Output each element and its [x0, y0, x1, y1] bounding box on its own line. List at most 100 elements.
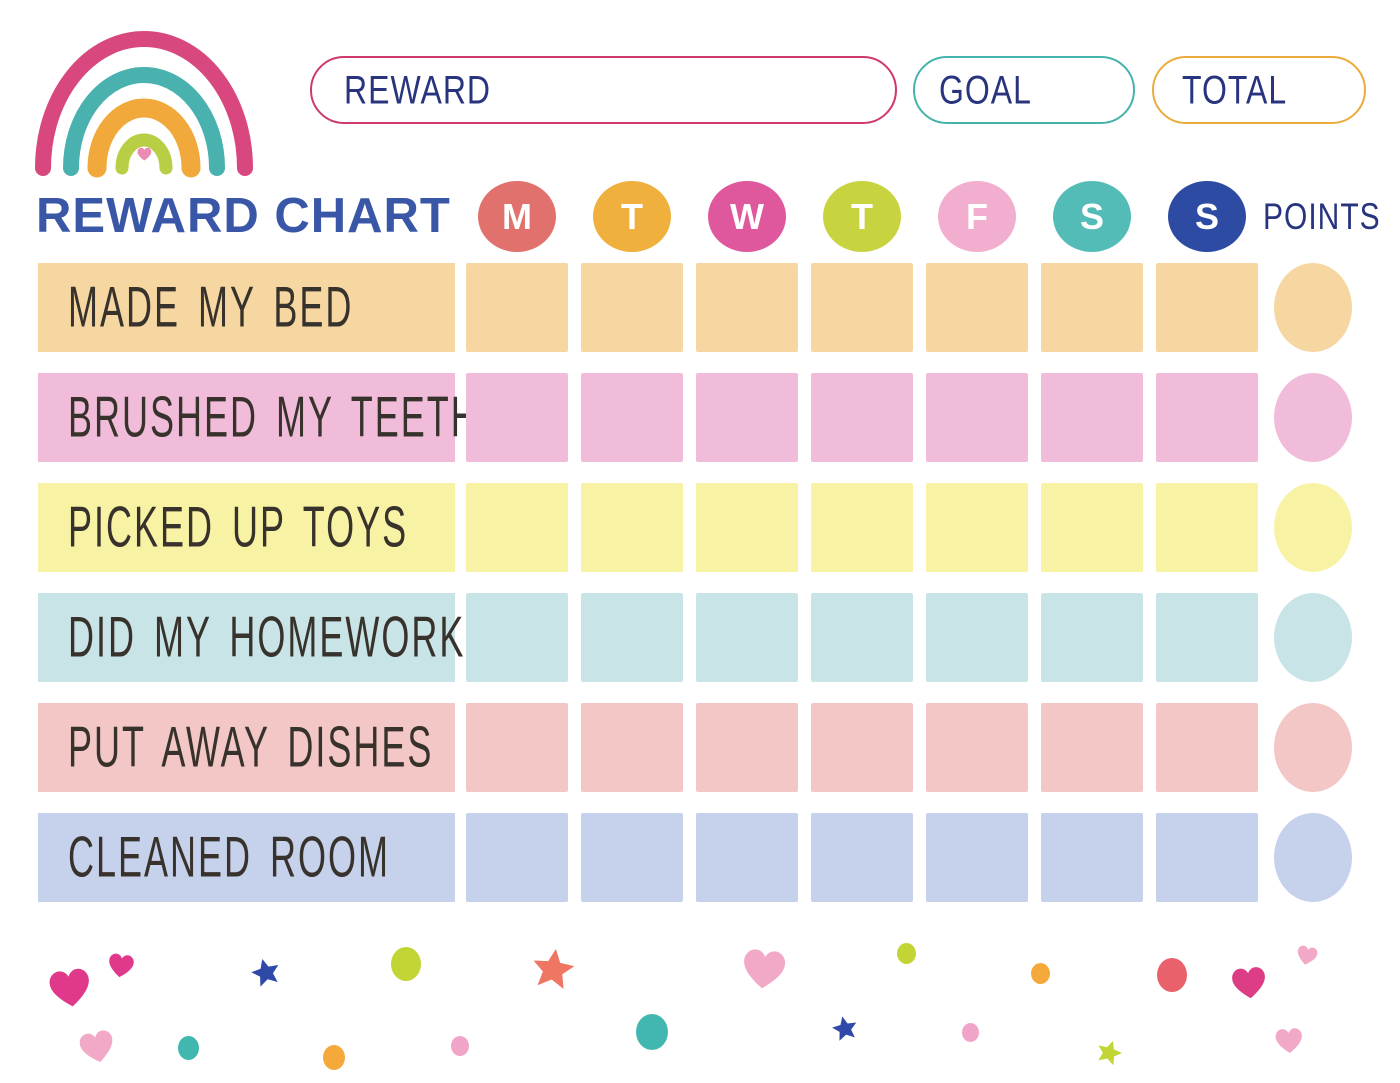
total-field-label: TOTAL — [1182, 66, 1288, 112]
cell-row4-day6[interactable] — [1156, 703, 1258, 792]
cell-row5-day2[interactable] — [696, 813, 798, 902]
cell-row5-day1[interactable] — [581, 813, 683, 902]
rainbow-logo — [35, 31, 253, 178]
day-letter: S — [1079, 195, 1104, 237]
day-letter: S — [1194, 195, 1219, 237]
cell-row3-day6[interactable] — [1156, 593, 1258, 682]
dot-decoration — [451, 1036, 469, 1056]
dot-decoration — [177, 1035, 199, 1060]
day-letter: T — [621, 195, 643, 237]
task-label-row-4: PUT AWAY DISHES — [38, 703, 455, 792]
day-circle-6: S — [1168, 181, 1246, 252]
cell-row5-day3[interactable] — [811, 813, 913, 902]
task-text: BRUSHED MY TEETH — [68, 383, 479, 449]
heart-decoration — [109, 953, 134, 978]
cell-row4-day5[interactable] — [1041, 703, 1143, 792]
cell-row1-day4[interactable] — [926, 373, 1028, 462]
cell-row1-day3[interactable] — [811, 373, 913, 462]
goal-field[interactable]: GOAL — [913, 56, 1135, 124]
points-column-label: POINTS — [1263, 196, 1381, 238]
day-letter: M — [502, 195, 532, 237]
task-text: MADE MY BED — [68, 273, 354, 339]
rainbow-arc-teal — [63, 67, 225, 176]
task-text: PUT AWAY DISHES — [68, 713, 434, 779]
cell-row4-day2[interactable] — [696, 703, 798, 792]
rainbow-arc-lime — [115, 133, 173, 175]
cell-row4-day4[interactable] — [926, 703, 1028, 792]
cell-row2-day0[interactable] — [466, 483, 568, 572]
cell-row3-day3[interactable] — [811, 593, 913, 682]
cell-row3-day0[interactable] — [466, 593, 568, 682]
cell-row2-day6[interactable] — [1156, 483, 1258, 572]
cell-row4-day3[interactable] — [811, 703, 913, 792]
dot-decoration — [1030, 962, 1050, 984]
cell-row1-day2[interactable] — [696, 373, 798, 462]
cell-row5-day4[interactable] — [926, 813, 1028, 902]
cell-row4-day0[interactable] — [466, 703, 568, 792]
dot-decoration — [636, 1014, 668, 1050]
cell-row1-day0[interactable] — [466, 373, 568, 462]
cell-row0-day2[interactable] — [696, 263, 798, 352]
cell-row3-day1[interactable] — [581, 593, 683, 682]
task-label-row-3: DID MY HOMEWORK — [38, 593, 463, 682]
cell-row2-day3[interactable] — [811, 483, 913, 572]
star-decoration — [533, 948, 575, 989]
task-label-row-2: PICKED UP TOYS — [38, 483, 455, 572]
cell-row0-day0[interactable] — [466, 263, 568, 352]
points-circle-row-5[interactable] — [1274, 813, 1352, 902]
cell-row4-day1[interactable] — [581, 703, 683, 792]
heart-decoration — [1297, 945, 1318, 965]
points-circle-row-1[interactable] — [1274, 373, 1352, 462]
task-label-row-1: BRUSHED MY TEETH — [38, 373, 477, 462]
cell-row5-day0[interactable] — [466, 813, 568, 902]
total-field[interactable]: TOTAL — [1152, 56, 1366, 124]
star-decoration — [1098, 1040, 1123, 1066]
cell-row3-day4[interactable] — [926, 593, 1028, 682]
points-circle-row-4[interactable] — [1274, 703, 1352, 792]
heart-decoration — [79, 1030, 113, 1062]
cell-row0-day3[interactable] — [811, 263, 913, 352]
cell-row0-day6[interactable] — [1156, 263, 1258, 352]
day-circle-3: T — [823, 181, 901, 252]
cell-row2-day4[interactable] — [926, 483, 1028, 572]
points-circle-row-2[interactable] — [1274, 483, 1352, 572]
rainbow-arc-orange — [87, 98, 201, 178]
page-title: REWARD CHART — [36, 189, 451, 243]
heart-decoration — [744, 949, 786, 989]
star-decoration — [251, 959, 279, 987]
task-text: DID MY HOMEWORK — [68, 603, 466, 669]
goal-field-label: GOAL — [939, 66, 1032, 112]
dot-decoration — [323, 1045, 345, 1070]
reward-field[interactable]: REWARD — [310, 56, 897, 124]
dot-decoration — [391, 947, 421, 981]
dot-decoration — [961, 1022, 979, 1042]
rainbow-heart-icon — [137, 147, 152, 161]
dot-decoration — [1157, 958, 1187, 992]
cell-row0-day1[interactable] — [581, 263, 683, 352]
day-circle-2: W — [708, 181, 786, 252]
task-text: CLEANED ROOM — [68, 823, 391, 889]
day-circle-4: F — [938, 181, 1016, 252]
cell-row1-day1[interactable] — [581, 373, 683, 462]
cell-row3-day5[interactable] — [1041, 593, 1143, 682]
task-text: PICKED UP TOYS — [68, 493, 409, 559]
cell-row5-day6[interactable] — [1156, 813, 1258, 902]
cell-row0-day4[interactable] — [926, 263, 1028, 352]
cell-row1-day5[interactable] — [1041, 373, 1143, 462]
heart-decoration — [1232, 967, 1265, 999]
cell-row2-day2[interactable] — [696, 483, 798, 572]
cell-row3-day2[interactable] — [696, 593, 798, 682]
task-label-row-5: CLEANED ROOM — [38, 813, 455, 902]
cell-row5-day5[interactable] — [1041, 813, 1143, 902]
reward-field-label: REWARD — [344, 66, 492, 112]
cell-row0-day5[interactable] — [1041, 263, 1143, 352]
points-circle-row-3[interactable] — [1274, 593, 1352, 682]
cell-row2-day1[interactable] — [581, 483, 683, 572]
day-circle-5: S — [1053, 181, 1131, 252]
star-decoration — [832, 1016, 857, 1041]
cell-row1-day6[interactable] — [1156, 373, 1258, 462]
points-circle-row-0[interactable] — [1274, 263, 1352, 352]
day-letter: T — [851, 195, 873, 237]
cell-row2-day5[interactable] — [1041, 483, 1143, 572]
